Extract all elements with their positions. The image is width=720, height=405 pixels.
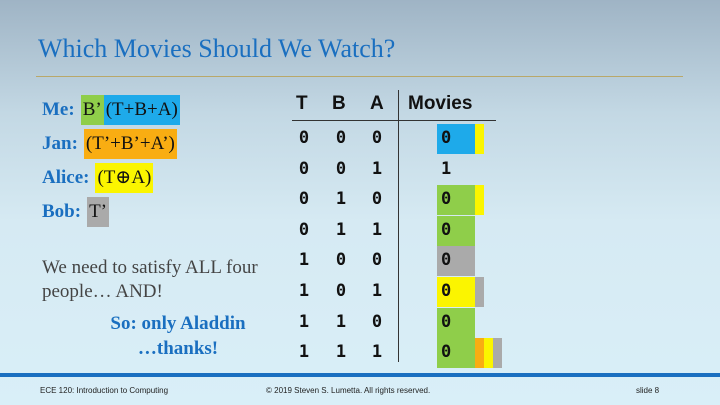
header-a: A — [370, 93, 384, 114]
constraint-bar — [475, 338, 484, 369]
cell-b: 0 — [335, 128, 347, 148]
conclusion-line: …thanks! — [137, 338, 219, 359]
slide-title: Which Movies Should We Watch? — [38, 34, 396, 63]
cell-b: 1 — [335, 342, 347, 363]
constraint-bar — [437, 277, 475, 307]
person-name: Alice: — [42, 167, 90, 188]
cell-t: 0 — [298, 219, 310, 240]
cell-movies: 0 — [441, 250, 452, 271]
cell-a: 1 — [371, 342, 383, 363]
cell-t: 1 — [298, 342, 310, 363]
title-underline — [36, 76, 683, 77]
constraint-bar — [475, 185, 484, 216]
cell-a: 1 — [371, 219, 383, 240]
cell-a: 0 — [371, 250, 383, 271]
footer-bar — [0, 373, 720, 377]
cell-movies: 0 — [441, 342, 452, 363]
cell-t: 1 — [298, 250, 310, 271]
conclusion-line: So: only Aladdin — [110, 313, 246, 334]
header-movies: Movies — [408, 93, 473, 114]
cell-movies: 0 — [441, 219, 452, 240]
footer-slide-number: slide 8 — [636, 386, 660, 395]
cell-movies: 0 — [441, 189, 452, 210]
person-jan: Jan: (T’+B’+A’) — [42, 129, 177, 159]
cell-b: 1 — [335, 189, 347, 210]
expression-part: (T’+B’+A’) — [83, 129, 177, 159]
expression-part: T’ — [87, 197, 110, 227]
expression-part: B’ — [80, 95, 104, 125]
person-me: Me: B’ (T+B+A) — [42, 95, 180, 125]
constraint-bar — [475, 124, 484, 154]
header-divider — [292, 120, 496, 121]
cell-b: 0 — [335, 250, 347, 271]
constraint-bar — [437, 185, 475, 216]
cell-a: 1 — [371, 281, 383, 301]
cell-t: 0 — [298, 158, 310, 179]
person-bob: Bob: T’ — [42, 197, 110, 227]
constraint-bar — [437, 307, 475, 338]
person-alice: Alice: (T⊕A) — [42, 163, 154, 193]
constraint-bar — [475, 277, 484, 307]
header-t: T — [296, 93, 308, 114]
cell-movies: 0 — [441, 311, 452, 332]
constraint-bar — [437, 124, 475, 154]
constraint-bar — [437, 215, 475, 246]
constraint-bar — [493, 338, 502, 369]
cell-movies: 0 — [441, 281, 452, 301]
person-name: Me: — [42, 99, 75, 120]
person-name: Bob: — [42, 201, 82, 222]
cell-b: 1 — [335, 219, 347, 240]
expression-part: (T⊕A) — [95, 163, 154, 193]
cell-b: 0 — [335, 158, 347, 179]
cell-a: 0 — [371, 311, 383, 332]
footer-copyright: © 2019 Steven S. Lumetta. All rights res… — [266, 386, 431, 395]
constraint-bar — [437, 246, 475, 277]
cell-t: 1 — [298, 281, 310, 301]
cell-b: 0 — [335, 281, 347, 301]
cell-a: 1 — [371, 158, 383, 179]
conclusion: So: only Aladdin …thanks! — [60, 311, 296, 361]
column-divider — [398, 90, 399, 362]
cell-movies: 0 — [441, 128, 452, 148]
note-text: We need to satisfy ALL four people… AND! — [42, 257, 258, 302]
cell-b: 1 — [335, 311, 347, 332]
cell-t: 1 — [298, 311, 310, 332]
footer-course: ECE 120: Introduction to Computing — [40, 386, 169, 395]
constraint-bar — [484, 338, 493, 369]
cell-movies: 1 — [441, 158, 452, 179]
cell-a: 0 — [371, 189, 383, 210]
person-name: Jan: — [42, 133, 78, 154]
cell-a: 0 — [371, 128, 383, 148]
expression-part: (T+B+A) — [103, 95, 180, 125]
cell-t: 0 — [298, 189, 310, 210]
cell-t: 0 — [298, 128, 310, 148]
constraint-bar — [437, 338, 475, 369]
header-b: B — [332, 93, 346, 114]
